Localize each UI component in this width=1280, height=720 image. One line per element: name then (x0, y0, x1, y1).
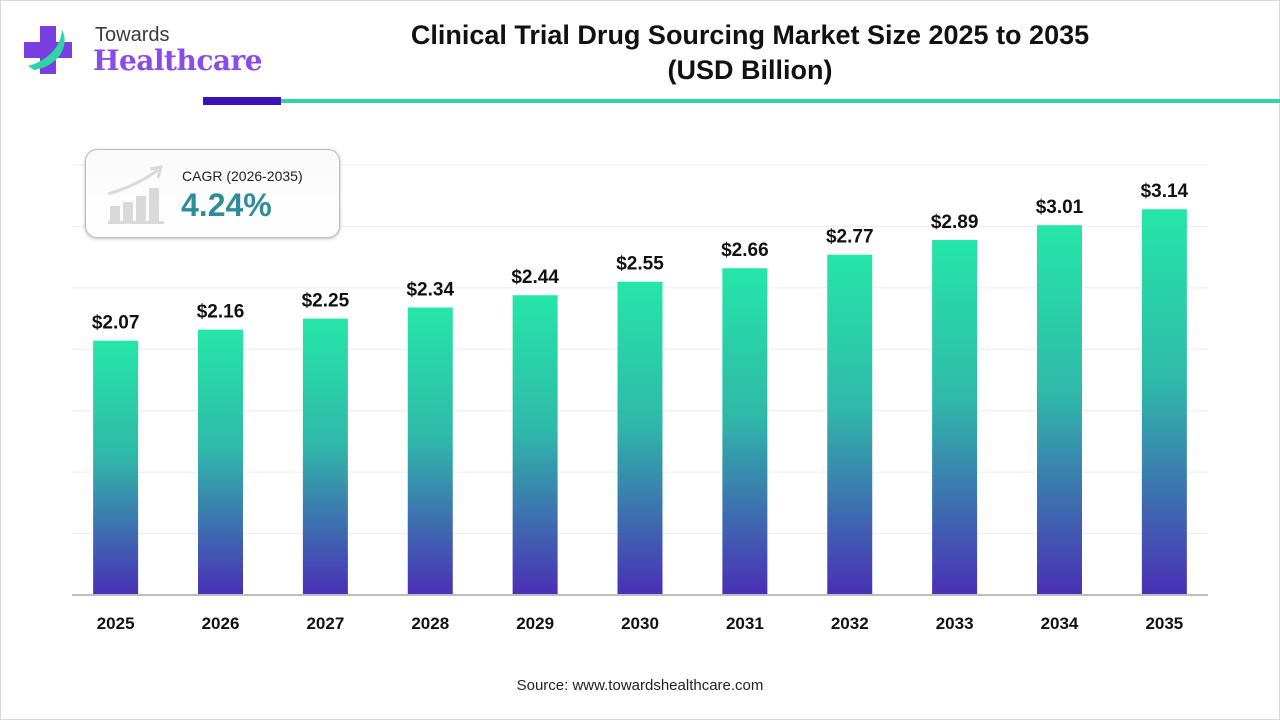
data-label-2033: $2.89 (931, 212, 979, 233)
title-rule-teal (281, 99, 1280, 103)
bar-2033 (932, 239, 978, 595)
x-tick-2030: 2030 (621, 614, 659, 633)
x-tick-2032: 2032 (831, 614, 869, 633)
data-label-2027: $2.25 (302, 291, 350, 312)
x-tick-2027: 2027 (306, 614, 344, 633)
bar-2029 (512, 295, 558, 595)
bar-2034 (1036, 225, 1082, 595)
logo: Towards Healthcare (20, 22, 263, 82)
x-tick-2029: 2029 (516, 614, 554, 633)
logo-text-healthcare: Healthcare (93, 44, 263, 77)
chart-title: Clinical Trial Drug Sourcing Market Size… (330, 18, 1170, 88)
cagr-label: CAGR (2026-2035) (182, 168, 303, 184)
x-tick-2026: 2026 (202, 614, 240, 633)
data-label-2032: $2.77 (826, 227, 874, 248)
x-tick-2028: 2028 (411, 614, 449, 633)
bar-2035 (1141, 209, 1187, 595)
bar-2028 (407, 307, 453, 595)
x-tick-2031: 2031 (726, 614, 764, 633)
subtitle-line: (USD Billion) (667, 55, 833, 85)
growth-chart-icon (107, 165, 164, 224)
bar-2030 (617, 281, 663, 595)
bar-2025 (93, 340, 139, 595)
x-tick-2033: 2033 (936, 614, 974, 633)
bar-2032 (827, 254, 873, 595)
cagr-box: CAGR (2026-2035) 4.24% (85, 149, 340, 238)
title-rule-dark (203, 97, 281, 105)
cagr-value: 4.24% (181, 187, 272, 223)
medical-cross-leaf-icon (24, 26, 72, 74)
bar-2027 (302, 318, 348, 595)
logo-text-towards: Towards (95, 24, 170, 46)
title-line: Clinical Trial Drug Sourcing Market Size… (410, 20, 1090, 50)
data-label-2030: $2.55 (616, 254, 664, 275)
data-label-2028: $2.34 (406, 280, 454, 301)
data-label-2026: $2.16 (197, 302, 245, 323)
data-label-2034: $3.01 (1036, 197, 1084, 218)
data-label-2031: $2.66 (721, 240, 769, 261)
data-label-2025: $2.07 (92, 313, 140, 334)
data-label-2035: $3.14 (1141, 181, 1189, 202)
x-tick-2035: 2035 (1145, 614, 1183, 633)
data-label-2029: $2.44 (511, 267, 559, 288)
x-tick-2025: 2025 (97, 614, 135, 633)
source-note: Source: www.towardshealthcare.com (516, 677, 764, 694)
bar-2031 (722, 268, 768, 595)
x-tick-2034: 2034 (1041, 614, 1079, 633)
bar-2026 (198, 329, 244, 595)
